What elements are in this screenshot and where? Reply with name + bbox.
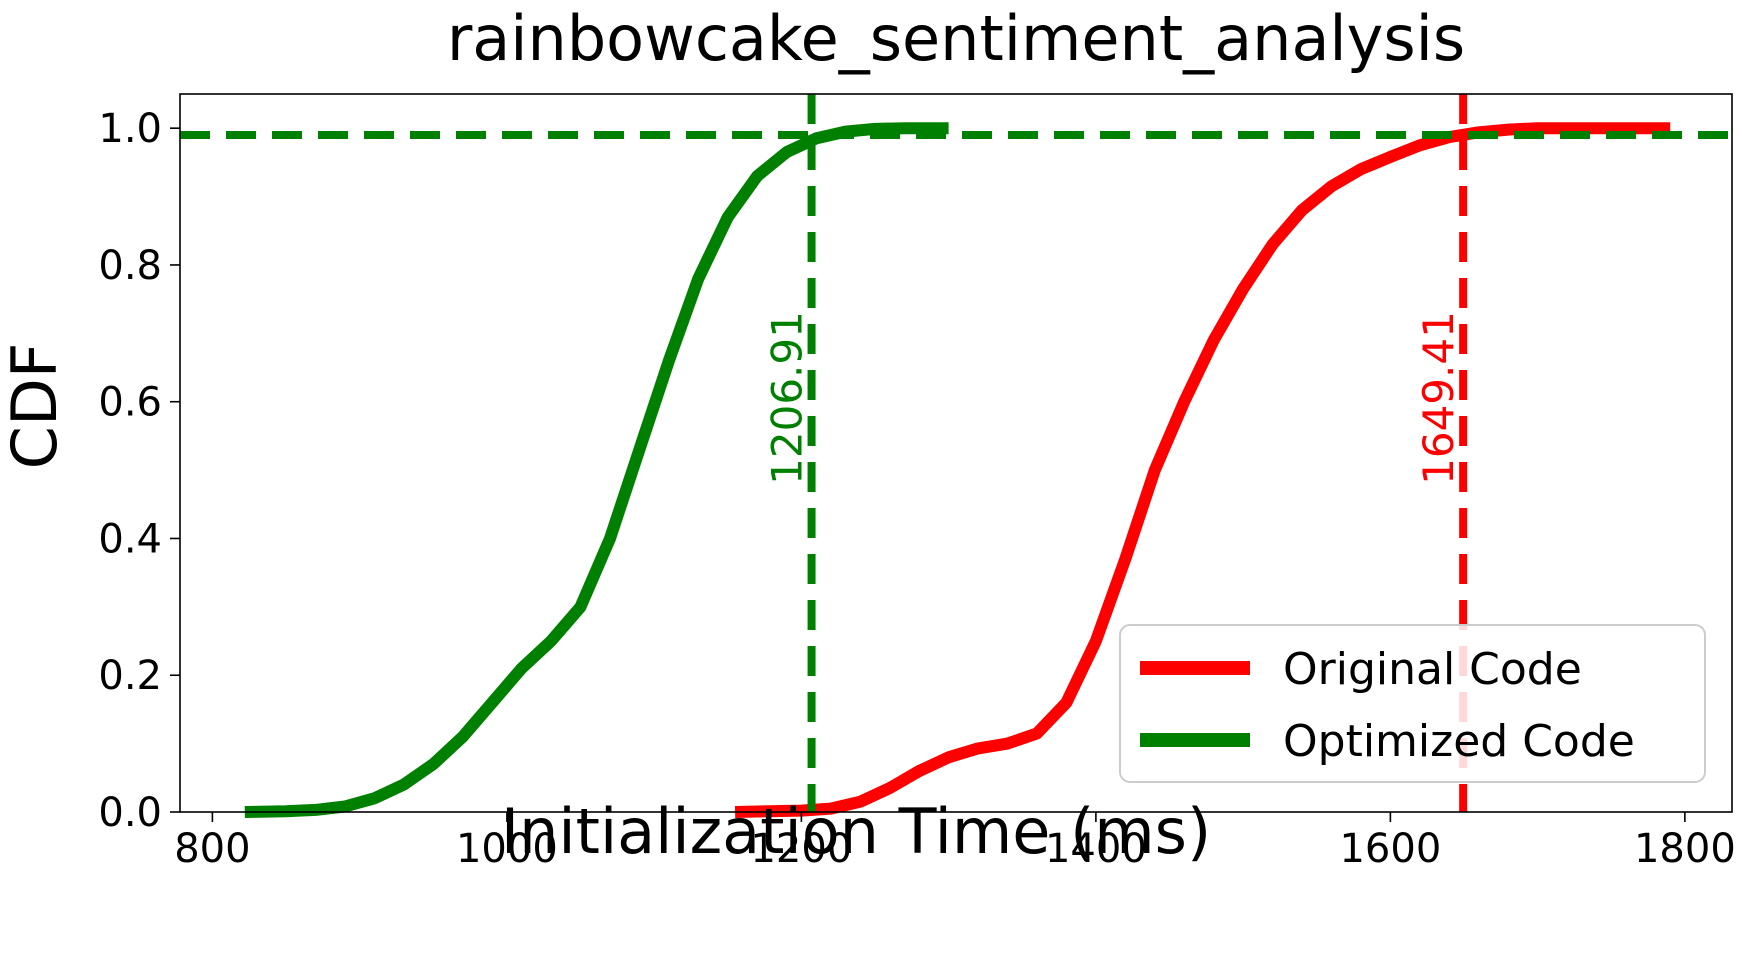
plot-frame — [179, 93, 1733, 813]
y-tick-label: 0.2 — [98, 653, 162, 699]
y-tick-label: 0.0 — [98, 790, 162, 836]
y-tick-label: 0.4 — [98, 516, 162, 562]
y-axis-label: CDF — [0, 343, 71, 470]
x-axis-label: Initialization Time (ms) — [501, 795, 1211, 868]
legend-original-label: Original Code — [1283, 644, 1582, 695]
percentile-label-2: 1649.41 — [1414, 311, 1463, 485]
x-tick-label: 800 — [174, 826, 250, 872]
x-tick-label: 1000 — [456, 826, 558, 872]
x-axis-ticks: 800 1000 1200 1400 1600 1800 — [174, 812, 1736, 872]
x-tick-label: 1800 — [1634, 826, 1736, 872]
x-tick-label: 1400 — [1045, 826, 1147, 872]
chart-title: rainbowcake_sentiment_analysis — [447, 2, 1465, 75]
y-tick-label: 1.0 — [98, 106, 162, 152]
y-tick-label: 0.8 — [98, 243, 162, 289]
y-tick-label: 0.6 — [98, 380, 162, 426]
x-tick-label: 1200 — [750, 826, 852, 872]
percentile-label-1: 1206.91 — [763, 311, 812, 485]
series-line-optimized-code — [244, 122, 949, 818]
legend-box — [1119, 624, 1706, 783]
y-axis-ticks: 0.0 0.2 0.4 0.6 0.8 1.0 — [98, 106, 180, 836]
legend-optimized-label: Optimized Code — [1283, 716, 1635, 767]
legend: Original Code Optimized Code — [1119, 624, 1706, 783]
x-tick-label: 1600 — [1339, 826, 1441, 872]
